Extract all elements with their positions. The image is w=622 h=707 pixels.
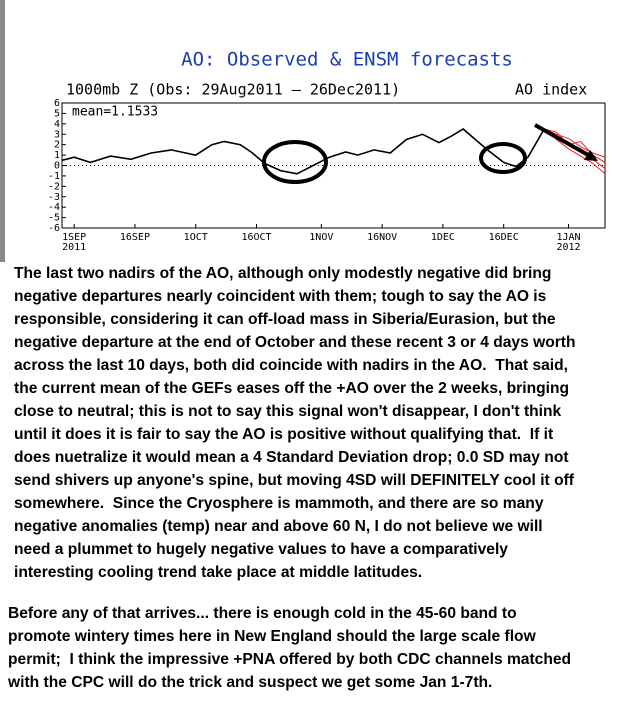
y-tick-label: -5: [48, 213, 60, 224]
series-line: [544, 128, 606, 163]
chart-title: AO: Observed & ENSM forecasts: [181, 49, 513, 71]
y-tick-label: -3: [48, 192, 60, 203]
x-tick-label: 1SEP 2011: [62, 232, 86, 253]
y-tick-label: 0: [54, 161, 60, 172]
text-line: across the last 10 days, both did coinci…: [14, 357, 568, 374]
text-line: send shivers up anyone's spine, but movi…: [14, 472, 574, 489]
x-tick-label: 1DEC: [431, 232, 455, 243]
x-tick-label: 1NOV: [309, 232, 333, 243]
y-tick-label: -4: [48, 202, 60, 213]
arrow-head: [584, 150, 598, 161]
paragraph: Before any of that arrives... there is e…: [8, 602, 571, 694]
trend-arrow: [534, 123, 591, 158]
text-line: close to neutral; this is not to say thi…: [14, 403, 562, 420]
text-line: Before any of that arrives... there is e…: [8, 605, 517, 622]
highlight-circle: [262, 140, 328, 184]
chart-subtitle: 1000mb Z (Obs: 29Aug2011 — 26Dec2011): [66, 81, 400, 99]
mean-annotation: mean=1.1533: [72, 105, 158, 120]
text-line: negative departure at the end of October…: [14, 334, 576, 351]
y-axis-label: AO index: [515, 81, 587, 99]
text-line: promote wintery times here in New Englan…: [8, 628, 536, 645]
y-tick-label: 3: [54, 129, 60, 140]
paragraph: The last two nadirs of the AO, although …: [14, 262, 576, 584]
highlight-circle: [479, 142, 527, 174]
text-line: with the CPC will do the trick and suspe…: [8, 674, 493, 691]
chart-background: [0, 0, 622, 262]
y-tick-label: 4: [54, 119, 60, 130]
chart: AO: Observed & ENSM forecasts 1000mb Z (…: [0, 0, 622, 262]
y-tick-label: 5: [54, 108, 60, 119]
x-tick-label: 1OCT: [184, 232, 208, 243]
x-tick-label: 16NOV: [367, 232, 397, 243]
y-tick-label: 1: [54, 150, 60, 161]
text-line: negative departures nearly coincident wi…: [14, 288, 547, 305]
text-line: The last two nadirs of the AO, although …: [14, 265, 552, 282]
y-tick-label: -1: [48, 171, 60, 182]
text-line: responsible, considering it can off-load…: [14, 311, 556, 328]
y-tick-label: 2: [54, 140, 60, 151]
y-tick-label: 6: [54, 98, 60, 109]
frame-edge: [0, 0, 5, 262]
x-tick-label: 1JAN 2012: [556, 232, 580, 253]
x-tick-label: 16OCT: [241, 232, 271, 243]
x-tick-label: 16SEP: [120, 232, 150, 243]
y-tick-label: -6: [48, 223, 60, 234]
text-line: permit; I think the impressive +PNA offe…: [8, 651, 572, 668]
text-line: negative anomalies (temp) near and above…: [14, 518, 543, 535]
text-line: interesting cooling trend take place at …: [14, 564, 423, 581]
text-line: does nuetralize it would mean a 4 Standa…: [14, 449, 569, 466]
x-tick-label: 16DEC: [489, 232, 519, 243]
text-line: need a plummet to hugely negative values…: [14, 541, 508, 558]
text-line: somewhere. Since the Cryosphere is mammo…: [14, 495, 544, 512]
series-line: [61, 128, 545, 175]
text-line: the current mean of the GEFs eases off t…: [14, 380, 570, 397]
text-line: until it does it is fair to say the AO i…: [14, 426, 554, 443]
y-tick-label: -2: [48, 181, 60, 192]
